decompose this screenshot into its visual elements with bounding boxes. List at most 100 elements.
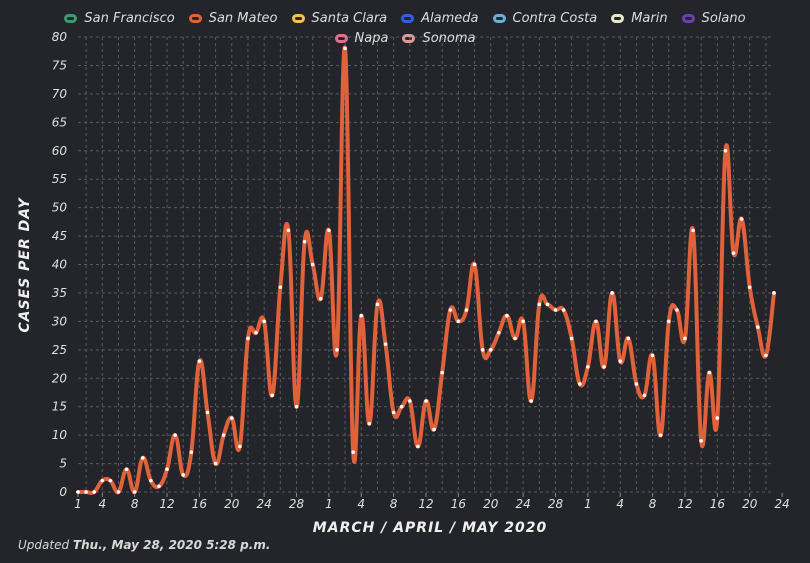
legend-item-marin[interactable]: Marin <box>611 11 668 26</box>
data-point <box>691 228 695 233</box>
data-point <box>505 313 509 318</box>
y-tick-label: 65 <box>52 115 67 129</box>
y-tick-label: 55 <box>52 172 67 186</box>
data-point <box>569 336 574 341</box>
y-tick-label: 10 <box>52 428 68 442</box>
data-point <box>602 365 606 369</box>
x-tick-label: 4 <box>98 497 106 511</box>
legend-item-alameda[interactable]: Alameda <box>401 10 479 26</box>
data-point <box>246 336 250 341</box>
x-tick-label: 24 <box>515 497 530 511</box>
x-tick-label: 8 <box>131 497 139 511</box>
data-point <box>100 478 105 483</box>
data-point <box>238 444 242 449</box>
data-point <box>610 291 614 295</box>
y-tick-label: 50 <box>52 201 68 215</box>
data-point <box>416 444 420 449</box>
legend-item-solano[interactable]: Solano <box>681 11 746 26</box>
data-point <box>335 348 339 352</box>
x-tick-label: 12 <box>677 497 692 511</box>
data-point <box>618 359 623 363</box>
data-point <box>488 348 493 352</box>
data-point <box>772 291 776 295</box>
data-point <box>424 399 428 403</box>
data-point <box>399 404 404 409</box>
legend-swatch <box>188 13 202 23</box>
data-point <box>594 319 598 324</box>
data-point <box>229 416 234 420</box>
legend-label: Napa <box>354 30 389 46</box>
legend-swatch <box>402 33 416 43</box>
legend-label: Contra Costa <box>512 10 598 26</box>
data-point <box>205 410 210 415</box>
data-point <box>464 308 469 312</box>
legend-label: San Mateo <box>208 10 278 26</box>
y-tick-label: 40 <box>52 258 68 272</box>
data-point <box>529 399 534 403</box>
data-point <box>391 410 396 415</box>
legend-label: Sonoma <box>422 30 476 46</box>
legend-swatch <box>334 33 348 43</box>
legend-swatch <box>401 13 415 23</box>
data-point <box>270 393 275 398</box>
x-tick-label: 28 <box>289 497 305 511</box>
data-point <box>650 353 655 358</box>
data-point <box>408 399 412 403</box>
data-point <box>707 370 712 375</box>
data-point <box>756 325 760 329</box>
data-point <box>181 473 186 477</box>
data-point <box>351 450 355 454</box>
data-point <box>642 393 647 398</box>
series-line-san-mateo <box>76 45 776 495</box>
y-tick-label: 80 <box>52 30 68 44</box>
data-point <box>497 330 501 335</box>
legend-row: San Francisco San Mateo Santa Clara Alameda… <box>0 8 810 28</box>
data-point <box>343 46 347 51</box>
data-point <box>367 421 372 426</box>
data-point <box>675 308 679 312</box>
data-point <box>213 461 218 466</box>
legend-item-santa-clara[interactable]: Santa Clara <box>291 11 387 26</box>
data-point <box>221 433 226 437</box>
data-point <box>472 262 477 267</box>
data-point <box>432 427 436 432</box>
y-tick-label: 30 <box>52 314 68 328</box>
data-point <box>747 285 752 290</box>
legend-item-napa[interactable]: Napa <box>334 30 389 46</box>
data-point <box>359 313 364 318</box>
data-point <box>739 217 744 221</box>
legend-item-contra-costa[interactable]: Contra Costa <box>492 10 598 26</box>
x-tick-label: 12 <box>159 497 174 511</box>
x-tick-label: 1 <box>74 497 82 511</box>
legend-swatch <box>681 13 695 23</box>
data-point <box>440 370 444 375</box>
legend-item-san-francisco[interactable]: San Francisco <box>64 11 175 26</box>
legend-row: Napa Sonoma <box>0 28 810 48</box>
y-tick-label: 75 <box>52 58 67 72</box>
data-point <box>189 450 194 454</box>
data-point <box>124 467 129 472</box>
x-tick-label: 20 <box>483 497 499 511</box>
x-tick-label: 4 <box>616 497 624 511</box>
x-tick-label: 4 <box>357 497 365 511</box>
data-point <box>513 336 517 341</box>
legend-item-san-mateo[interactable]: San Mateo <box>188 10 278 26</box>
y-tick-label: 15 <box>52 400 67 414</box>
data-point <box>84 490 88 494</box>
legend-item-sonoma[interactable]: Sonoma <box>402 31 475 46</box>
data-point <box>302 239 307 244</box>
data-point <box>561 308 566 312</box>
data-point <box>92 490 96 494</box>
legend-label: Alameda <box>421 10 479 26</box>
data-point <box>537 302 542 307</box>
data-point <box>586 365 590 369</box>
y-tick-label: 45 <box>52 229 67 243</box>
x-tick-label: 28 <box>548 497 564 511</box>
data-point <box>165 467 169 472</box>
y-tick-label: 5 <box>59 457 67 471</box>
data-point <box>140 456 145 460</box>
y-tick-label: 0 <box>59 485 67 499</box>
data-point <box>149 478 153 483</box>
data-point <box>262 319 266 324</box>
